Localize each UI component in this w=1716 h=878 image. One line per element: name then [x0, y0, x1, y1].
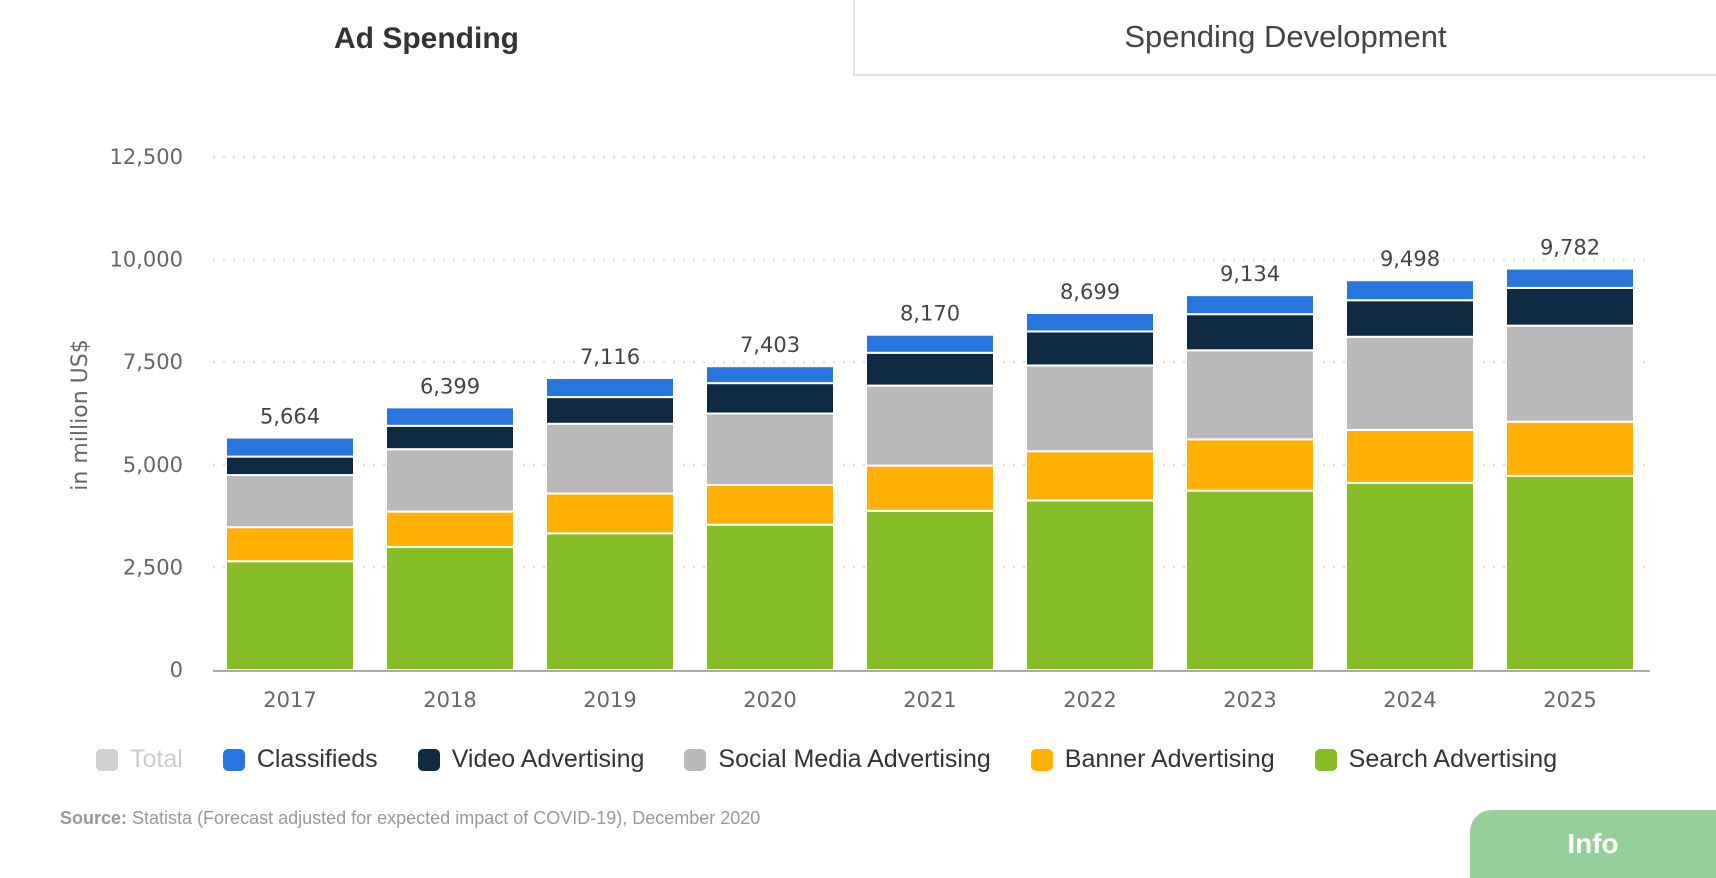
total-data-label: 9,498 [1380, 247, 1440, 271]
legend-label: Classifieds [256, 745, 378, 773]
bar-segment-social-media-advertising [385, 448, 515, 513]
legend-item-search-advertising[interactable]: Search Advertising [1314, 745, 1558, 774]
bar-segment-classifieds [705, 365, 835, 385]
bar-segment-social-media-advertising [705, 412, 835, 486]
bar-segment-classifieds [865, 333, 995, 354]
legend-swatch [1314, 748, 1337, 771]
bar-segment-social-media-advertising [1025, 364, 1155, 453]
y-tick-label: 0 [170, 658, 183, 682]
x-tick-label: 2023 [1223, 688, 1276, 712]
bar-segment-social-media-advertising [545, 422, 675, 495]
x-tick-label: 2017 [263, 688, 316, 712]
legend-label: Video Advertising [451, 745, 645, 773]
y-tick-label: 7,500 [123, 350, 183, 374]
y-tick-label: 5,000 [123, 453, 183, 477]
y-tick-label: 2,500 [123, 555, 183, 579]
total-data-label: 6,399 [420, 374, 480, 398]
bar-segment-search-advertising [1185, 489, 1315, 672]
y-tick-label: 12,500 [110, 145, 183, 169]
legend-label: Social Media Advertising [718, 745, 991, 773]
bar-segment-social-media-advertising [225, 474, 355, 529]
x-tick-label: 2024 [1383, 688, 1436, 712]
bar-segment-classifieds [385, 406, 515, 427]
bar-segment-search-advertising [705, 523, 835, 671]
legend-item-video-advertising[interactable]: Video Advertising [417, 745, 645, 774]
legend-label: Search Advertising [1348, 745, 1558, 773]
total-data-label: 9,782 [1540, 236, 1600, 260]
source-label: Source: [60, 808, 128, 828]
bar-segment-banner-advertising [225, 526, 355, 563]
legend-swatch [684, 748, 707, 771]
bar-segment-classifieds [1345, 279, 1475, 302]
legend-swatch [222, 748, 245, 771]
bar-segment-search-advertising [865, 509, 995, 671]
bar-segment-banner-advertising [1345, 428, 1475, 484]
stacked-bar-chart: 0 2,500 5,000 7,500 10,000 12,500 in million U… [68, 145, 1650, 712]
bar-segment-video-advertising [1185, 313, 1315, 352]
bar-segment-video-advertising [1505, 286, 1635, 327]
bar-segment-social-media-advertising [1345, 335, 1475, 431]
bar-segment-banner-advertising [865, 464, 995, 512]
legend-label: Banner Advertising [1064, 745, 1275, 773]
bar-segment-banner-advertising [705, 483, 835, 526]
info-button[interactable]: Info [1470, 810, 1716, 878]
legend-item-total[interactable]: Total [96, 745, 183, 774]
bar-segment-social-media-advertising [1505, 324, 1635, 423]
bar-segment-classifieds [1505, 267, 1635, 289]
total-data-label: 7,403 [740, 333, 800, 357]
bar-segment-search-advertising [385, 545, 515, 672]
bar-segment-search-advertising [225, 560, 355, 672]
bar-segment-classifieds [1025, 311, 1155, 333]
source-note: Source: Statista (Forecast adjusted for … [60, 808, 760, 829]
bar-segment-classifieds [545, 376, 675, 399]
bar-segment-video-advertising [545, 396, 675, 425]
bar-segment-banner-advertising [385, 510, 515, 548]
legend-swatch [1030, 748, 1053, 771]
bar-segment-banner-advertising [1185, 438, 1315, 492]
x-tick-label: 2022 [1063, 688, 1116, 712]
y-tick-label: 10,000 [110, 248, 183, 272]
bar-segment-search-advertising [1025, 499, 1155, 671]
bar-segment-search-advertising [545, 532, 675, 671]
total-data-label: 8,699 [1060, 280, 1120, 304]
total-data-label: 8,170 [900, 302, 960, 326]
bar-segment-video-advertising [385, 424, 515, 451]
legend-swatch [96, 748, 118, 771]
legend-swatch [417, 748, 440, 771]
bar-segment-banner-advertising [1025, 450, 1155, 502]
y-axis-label: in million US$ [68, 339, 93, 490]
bar-segment-search-advertising [1505, 474, 1635, 671]
bar-segment-social-media-advertising [1185, 349, 1315, 441]
bar-segment-video-advertising [705, 382, 835, 415]
bar-segment-banner-advertising [1505, 420, 1635, 477]
bar-segment-search-advertising [1345, 481, 1475, 671]
total-data-label: 9,134 [1220, 262, 1280, 286]
bar-segment-video-advertising [1025, 330, 1155, 367]
x-tick-label: 2025 [1543, 688, 1596, 712]
legend-item-classifieds[interactable]: Classifieds [222, 745, 378, 774]
bar-segment-video-advertising [865, 351, 995, 387]
source-text: Statista (Forecast adjusted for expected… [127, 808, 761, 828]
bar-segment-classifieds [225, 436, 355, 458]
legend-item-banner-advertising[interactable]: Banner Advertising [1030, 745, 1275, 774]
legend-item-social-media-advertising[interactable]: Social Media Advertising [684, 745, 991, 774]
chart-legend: Total Classifieds Video Advertising Social … [96, 745, 1597, 774]
total-data-label: 7,116 [580, 345, 640, 369]
bar-segment-classifieds [1185, 294, 1315, 316]
x-tick-label: 2020 [743, 688, 796, 712]
x-tick-label: 2021 [903, 688, 956, 712]
x-tick-label: 2018 [423, 688, 476, 712]
legend-label: Total [130, 745, 183, 773]
bar-segment-video-advertising [1345, 299, 1475, 338]
bar-segment-video-advertising [225, 455, 355, 477]
total-data-label: 5,664 [260, 405, 320, 429]
bar-segment-social-media-advertising [865, 384, 995, 467]
x-tick-label: 2019 [583, 688, 636, 712]
tab-ad-spending[interactable]: Ad Spending [334, 21, 519, 55]
tab-spending-development[interactable]: Spending Development [853, 0, 1716, 76]
bar-segment-banner-advertising [545, 492, 675, 535]
